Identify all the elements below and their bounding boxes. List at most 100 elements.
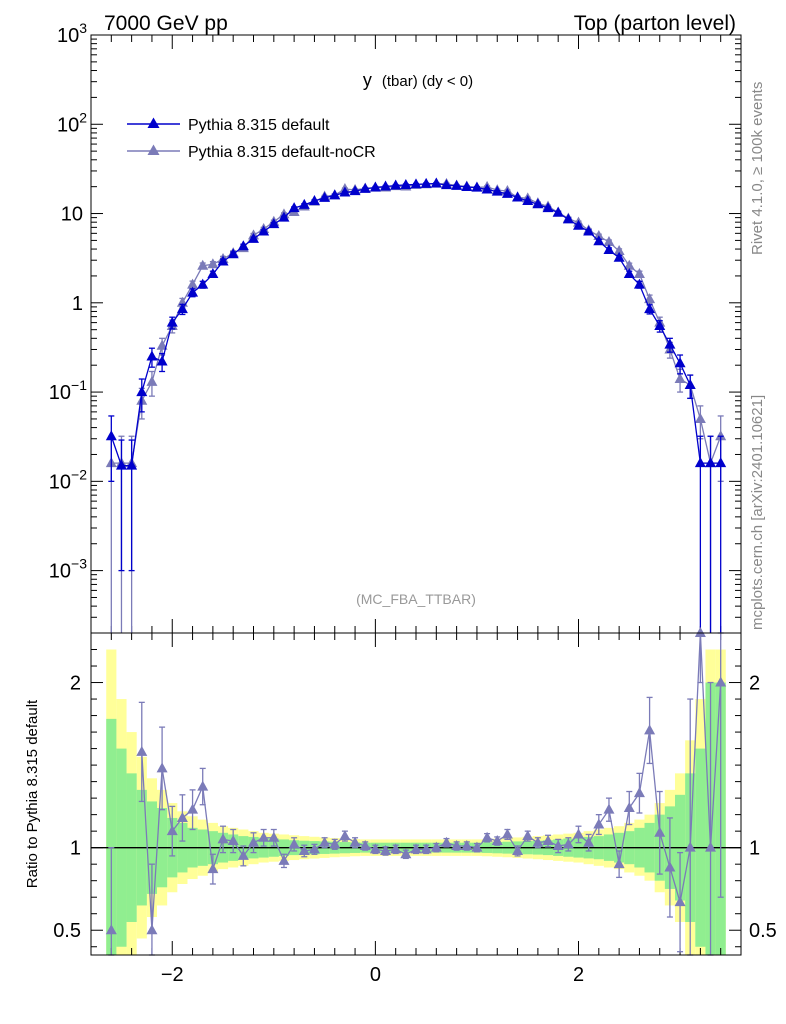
- data-point: [126, 459, 138, 470]
- ratio-point: [654, 826, 666, 837]
- data-point: [440, 179, 452, 190]
- ratio-point: [440, 836, 452, 847]
- data-point: [268, 218, 280, 229]
- data-point: [248, 232, 259, 243]
- data-point: [115, 459, 127, 470]
- data-point: [146, 375, 158, 386]
- ratio-point: [166, 825, 178, 836]
- data-point: [644, 293, 656, 304]
- ratio-point: [512, 844, 524, 855]
- ratio-point: [146, 924, 158, 935]
- data-point: [217, 255, 229, 266]
- data-point: [593, 235, 605, 246]
- data-point: [623, 259, 635, 270]
- ratio-point: [603, 803, 615, 814]
- ratio-y-label: 0.5: [53, 920, 81, 942]
- data-point: [694, 412, 706, 423]
- ratio-point: [197, 780, 209, 791]
- data-point: [156, 355, 168, 366]
- data-point: [501, 187, 513, 198]
- y-tick-label: 10−1: [49, 377, 87, 404]
- data-point: [583, 225, 595, 236]
- data-point: [705, 457, 717, 468]
- data-point: [633, 268, 645, 279]
- data-point: [237, 240, 249, 251]
- ratio-point: [623, 802, 635, 813]
- y-tick-label: 102: [57, 109, 87, 136]
- ratio-point: [664, 861, 676, 872]
- series-line: [111, 183, 722, 466]
- data-point: [471, 181, 483, 192]
- data-point: [664, 338, 676, 349]
- ratio-line: [141, 632, 722, 931]
- data-point: [146, 350, 158, 361]
- data-point: [197, 259, 209, 270]
- data-point: [380, 180, 392, 191]
- data-point: [613, 245, 625, 256]
- collision-label: 7000 GeV pp: [104, 12, 228, 35]
- data-point: [339, 186, 351, 197]
- data-point: [491, 185, 503, 196]
- x-tick-label: 0: [370, 964, 381, 986]
- data-point: [481, 183, 493, 194]
- ratio-point: [573, 828, 584, 839]
- data-point: [197, 278, 209, 289]
- data-point: [603, 244, 615, 255]
- rivet-label: Rivet 4.1.0, ≥ 100k events: [749, 82, 766, 255]
- data-point: [207, 268, 219, 279]
- data-point: [227, 248, 239, 259]
- data-point: [613, 251, 625, 262]
- ratio-axes: 0.5 0.5 1 1 2 2 −2 0 2: [53, 633, 777, 986]
- ratio-point: [319, 836, 331, 847]
- ratio-panel: 0.5 0.5 1 1 2 2 −2 0 2 Ratio to Pythia 8.315 def…: [24, 627, 777, 986]
- data-point: [105, 430, 117, 441]
- ratio-ylabel: Ratio to Pythia 8.315 default: [24, 699, 41, 888]
- ratio-point: [552, 840, 564, 851]
- title-variable: y: [363, 70, 372, 90]
- data-point: [542, 202, 554, 213]
- ratio-point: [694, 627, 706, 637]
- data-point: [166, 316, 178, 327]
- data-point: [156, 339, 168, 350]
- band-inner: [106, 718, 117, 955]
- ratio-point: [248, 836, 259, 847]
- y-tick-label: 1: [72, 293, 83, 315]
- data-point: [136, 386, 148, 397]
- mcplots-label: mcplots.cern.ch [arXiv:2401.10621]: [749, 395, 766, 630]
- ratio-point: [501, 828, 513, 839]
- data-point: [187, 278, 199, 289]
- ratio-point: [522, 830, 534, 841]
- legend-marker-noCR: [147, 144, 160, 155]
- ratio-point: [633, 787, 645, 798]
- data-point: [654, 319, 666, 330]
- ratio-point: [329, 838, 341, 849]
- ratio-point: [359, 840, 371, 851]
- data-point: [674, 373, 686, 384]
- ratio-y-label-right: 0.5: [749, 920, 777, 942]
- legend-label-default: Pythia 8.315 default: [188, 117, 330, 134]
- data-point: [633, 278, 645, 289]
- data-point: [522, 195, 534, 206]
- ratio-point: [451, 840, 463, 851]
- y-tick-label: 10−3: [49, 556, 87, 583]
- legend-marker-default: [147, 117, 160, 128]
- data-point: [400, 178, 412, 189]
- data-point: [288, 202, 300, 213]
- ratio-point: [583, 836, 595, 847]
- data-point: [258, 225, 270, 236]
- ratio-point: [308, 843, 320, 854]
- ratio-series-noCR: [105, 627, 727, 956]
- ratio-y-label: 1: [70, 838, 81, 860]
- data-point: [552, 206, 564, 217]
- data-point: [603, 235, 615, 246]
- data-point: [207, 258, 219, 269]
- data-point: [176, 303, 188, 314]
- ratio-point: [268, 831, 280, 842]
- ratio-point: [684, 841, 696, 852]
- data-point: [278, 211, 290, 222]
- data-point: [308, 195, 320, 206]
- data-point: [187, 286, 199, 297]
- ratio-point: [105, 924, 117, 935]
